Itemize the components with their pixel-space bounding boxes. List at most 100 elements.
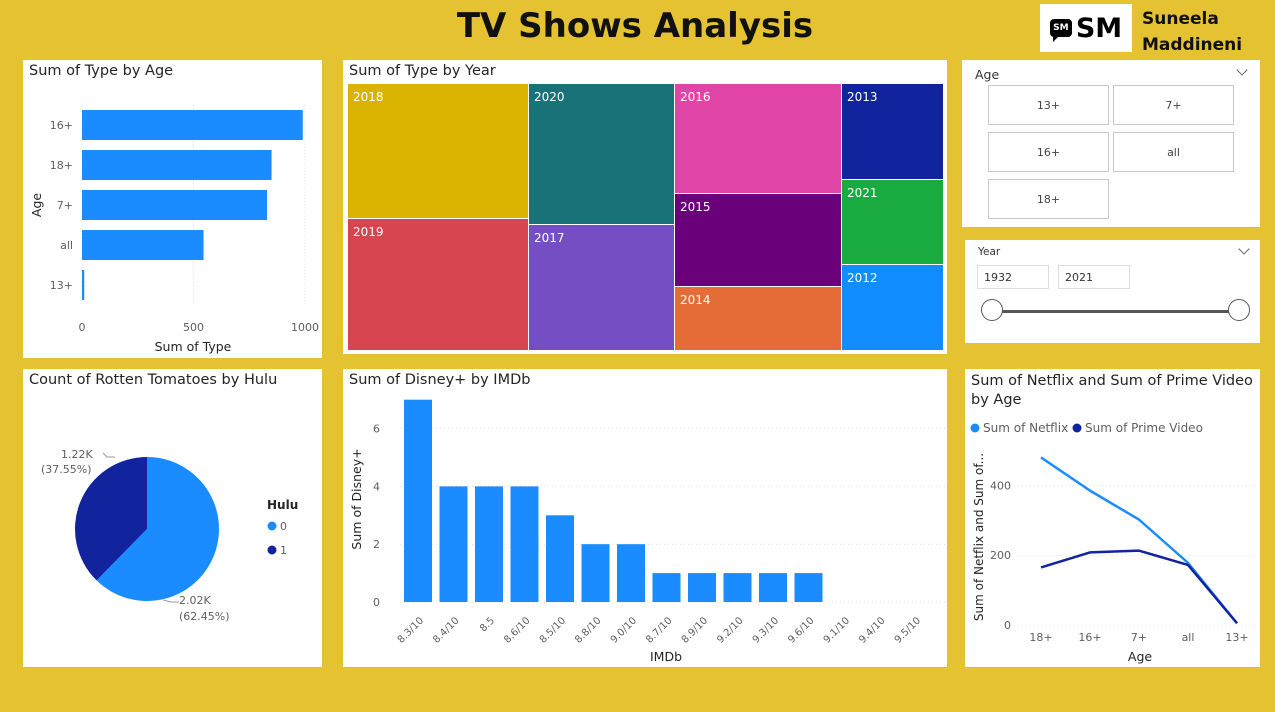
treemap-tile-2016[interactable]: 2016 xyxy=(675,84,841,193)
treemap-tile-label: 2014 xyxy=(680,293,711,307)
chat-bubble-icon: SM xyxy=(1049,19,1072,42)
bar-chart-age-card: Sum of Type by Age 0 500 1000 16+ 18+ 7+ all 13… xyxy=(23,60,322,358)
column-bar xyxy=(652,573,681,602)
treemap-tile-2013[interactable]: 2013 xyxy=(842,84,943,179)
y-tick-label: 13+ xyxy=(50,279,73,292)
treemap-tile-2018[interactable]: 2018 xyxy=(348,84,528,218)
year-slicer-title: Year xyxy=(978,246,1001,258)
column-chart-imdb-card: Sum of Disney+ by IMDb 0 2 4 6 8.3/10 8.4/10 8… xyxy=(343,369,947,667)
x-tick-label: 9.2/10 xyxy=(715,615,745,645)
legend-marker xyxy=(970,423,980,433)
treemap-tile-label: 2016 xyxy=(680,90,711,104)
bar xyxy=(82,270,85,300)
column-bar xyxy=(759,573,787,602)
year-to-input[interactable]: 2021 xyxy=(1058,265,1130,289)
column-bar xyxy=(439,486,468,602)
treemap-tile-2014[interactable]: 2014 xyxy=(675,287,841,350)
y-tick-label: 2 xyxy=(373,538,380,551)
treemap-year: 2018 2019 2020 2017 2016 2015 2014 2013 2021 2012 xyxy=(348,84,943,350)
pie-slice xyxy=(74,457,147,581)
x-tick-label: 8.8/10 xyxy=(573,615,603,645)
pie-label-value: 2.02K xyxy=(179,594,211,607)
legend-label: Sum of Prime Video xyxy=(1085,421,1203,435)
x-tick-label: 8.5 xyxy=(478,615,497,634)
x-tick-label: 18+ xyxy=(1029,631,1052,644)
age-option-all[interactable]: all xyxy=(1113,132,1234,172)
series-line xyxy=(1040,549,1238,625)
treemap-tile-2017[interactable]: 2017 xyxy=(529,225,674,350)
x-tick-label: all xyxy=(1182,631,1195,644)
year-slider-track[interactable] xyxy=(993,310,1241,313)
column-bar xyxy=(794,573,823,602)
treemap-tile-2021[interactable]: 2021 xyxy=(842,180,943,264)
y-tick-label: 400 xyxy=(990,479,1011,492)
y-tick-label: 200 xyxy=(990,549,1011,562)
column-bar xyxy=(404,399,432,602)
age-option-7plus[interactable]: 7+ xyxy=(1113,85,1234,125)
sm-logo: SM SM xyxy=(1040,4,1132,52)
x-tick-label: 8.4/10 xyxy=(431,615,461,645)
year-from-input[interactable]: 1932 xyxy=(977,265,1049,289)
line-chart-age-card: Sum of Netflix and Sum of Prime Video by… xyxy=(965,369,1260,667)
column-bar xyxy=(510,486,539,602)
pie-leader-line xyxy=(102,452,115,458)
treemap-tile-2015[interactable]: 2015 xyxy=(675,194,841,286)
column-chart-imdb-title: Sum of Disney+ by IMDb xyxy=(349,372,531,388)
column-bar xyxy=(617,544,645,602)
bar xyxy=(82,190,268,220)
year-slider-start-handle[interactable] xyxy=(981,299,1003,321)
pie-label-percent: (37.55%) xyxy=(41,463,92,476)
y-axis-title: Age xyxy=(29,193,44,217)
y-axis-title: Sum of Netflix and Sum of... xyxy=(972,453,986,621)
year-slider-end-handle[interactable] xyxy=(1228,299,1250,321)
y-tick-label: all xyxy=(60,239,73,252)
chevron-down-icon[interactable] xyxy=(1238,243,1250,255)
x-tick-label: 8.6/10 xyxy=(502,615,532,645)
x-tick-label: 9.4/10 xyxy=(857,615,887,645)
x-tick-label: 8.3/10 xyxy=(396,615,426,645)
legend-label: Sum of Netflix xyxy=(983,421,1068,435)
x-tick-label: 9.1/10 xyxy=(822,615,852,645)
treemap-tile-2019[interactable]: 2019 xyxy=(348,219,528,350)
x-tick-label: 500 xyxy=(183,321,204,334)
age-option-13plus[interactable]: 13+ xyxy=(988,85,1109,125)
treemap-tile-label: 2013 xyxy=(847,90,878,104)
y-tick-label: 0 xyxy=(373,596,380,609)
author-first-name: Suneela xyxy=(1142,9,1219,29)
y-axis-title: Sum of Disney+ xyxy=(349,448,364,549)
line-chart-age: 0 200 400 18+ 16+ 7+ all 13+ Sum of Netflix Sum o… xyxy=(970,421,1255,664)
line-chart-age-title: Sum of Netflix and Sum of Prime Video by… xyxy=(971,372,1253,410)
x-tick-label: 9.5/10 xyxy=(893,615,923,645)
x-tick-label: 9.6/10 xyxy=(786,615,816,645)
pie-slice xyxy=(96,457,219,601)
column-bar xyxy=(546,515,574,602)
age-slicer-title: Age xyxy=(975,67,1000,82)
x-tick-label: 13+ xyxy=(1225,631,1248,644)
treemap-tile-2012[interactable]: 2012 xyxy=(842,265,943,350)
pie-chart-title: Count of Rotten Tomatoes by Hulu xyxy=(29,372,278,388)
treemap-tile-label: 2021 xyxy=(847,186,878,200)
legend-label: 1 xyxy=(280,544,287,557)
treemap-tile-label: 2015 xyxy=(680,200,711,214)
chevron-down-icon[interactable] xyxy=(1236,64,1248,76)
x-tick-label: 9.0/10 xyxy=(609,615,639,645)
age-option-16plus[interactable]: 16+ xyxy=(988,132,1109,172)
y-tick-label: 18+ xyxy=(50,159,73,172)
pie-label-value: 1.22K xyxy=(61,448,93,461)
author-name: Suneela Maddineni xyxy=(1142,6,1242,58)
treemap-year-title: Sum of Type by Year xyxy=(349,63,496,79)
treemap-tile-2020[interactable]: 2020 xyxy=(529,84,674,224)
age-option-18plus[interactable]: 18+ xyxy=(988,179,1109,219)
x-tick-label: 7+ xyxy=(1131,631,1147,644)
x-tick-label: 8.7/10 xyxy=(644,615,674,645)
pie-chart-card: Count of Rotten Tomatoes by Hulu 2.02K (6… xyxy=(23,369,322,667)
x-tick-label: 1000 xyxy=(291,321,319,334)
line-chart-title-line2: by Age xyxy=(971,392,1022,408)
x-axis-title: Sum of Type xyxy=(155,339,232,354)
column-bar xyxy=(581,544,610,602)
legend-marker xyxy=(267,521,277,531)
pie-chart: 2.02K (62.45%) 1.22K (37.55%) Hulu 0 1 xyxy=(41,448,298,623)
column-chart-imdb: 0 2 4 6 8.3/10 8.4/10 8.5 8.6/10 8.5/10 8.8/10 9.0… xyxy=(349,399,945,664)
pie-leader-line xyxy=(162,599,179,603)
legend-marker xyxy=(267,545,277,555)
